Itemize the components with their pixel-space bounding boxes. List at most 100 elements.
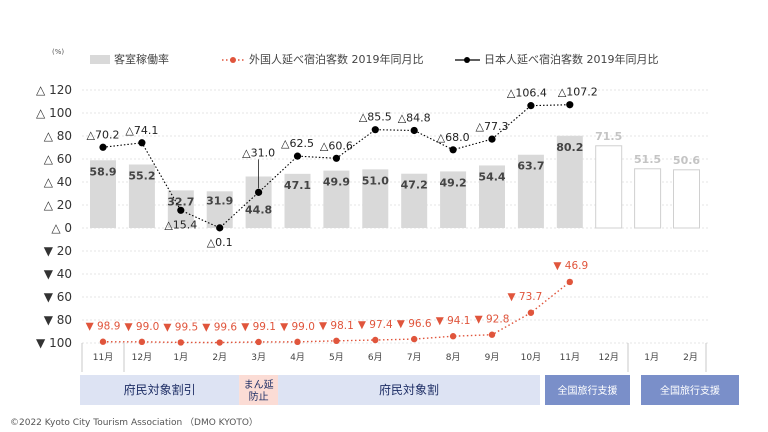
foreign-point-label: ▼ 99.5: [163, 321, 198, 333]
domestic-point-label: △68.0: [437, 131, 470, 144]
month-label: 2月: [212, 352, 227, 363]
campaign-band-label: 府民対象割: [379, 382, 439, 397]
unit-label: (%): [52, 48, 64, 56]
occupancy-bar-label: 80.2: [556, 141, 583, 154]
domestic-point: [566, 101, 574, 109]
occupancy-bar-label: 51.0: [362, 174, 389, 187]
month-label: 11月: [560, 352, 580, 363]
foreign-point: [138, 338, 146, 346]
y-tick-label: ▼ 60: [44, 290, 72, 304]
foreign-point: [411, 335, 418, 343]
domestic-point: [99, 143, 107, 151]
campaign-band-label: 全国旅行支援: [558, 384, 618, 397]
y-tick-label: △ 120: [36, 83, 72, 97]
occupancy-bar-label: 32.7: [167, 195, 194, 208]
domestic-point-label: △70.2: [87, 128, 120, 141]
occupancy-bar-label: 47.2: [401, 179, 428, 192]
foreign-point-label: ▼ 99.1: [241, 321, 276, 333]
domestic-line: △70.2 △74.1 △15.4 △0.1 △31.0 △62.5 △60.6 △85.5 △…: [87, 86, 598, 249]
foreign-point-label: ▼ 73.7: [508, 291, 543, 303]
y-tick-label: △ 80: [44, 129, 72, 143]
occupancy-bar: [323, 170, 350, 228]
campaign-band: [641, 375, 739, 405]
occupancy-bar: [206, 191, 233, 228]
month-label: 7月: [407, 352, 422, 363]
month-label: 11月: [93, 352, 113, 363]
domestic-point-label: △77.3: [476, 120, 509, 133]
occupancy-bar: [128, 164, 155, 228]
campaign-band-label: 防止: [249, 390, 269, 403]
month-label: 4月: [290, 352, 305, 363]
y-tick-label: △ 0: [51, 221, 72, 235]
domestic-point: [449, 146, 457, 154]
domestic-point: [293, 152, 302, 160]
copyright-text: ©2022 Kyoto City Tourism Association （DM…: [10, 418, 258, 428]
foreign-point: [294, 338, 301, 346]
y-tick-label: ▼ 20: [44, 244, 72, 258]
domestic-point-label: △62.5: [281, 137, 314, 150]
y-tick-label: ▼ 80: [44, 313, 72, 327]
domestic-point: [527, 102, 535, 110]
domestic-point-label: △106.4: [507, 87, 547, 100]
month-axis: 11月 12月 1月 2月 3月 4月 5月 6月 7月 8月 9月 10月 11月 12月 1月 2月: [81, 343, 707, 372]
foreign-point-label: ▼ 92.8: [475, 314, 510, 326]
foreign-point: [527, 309, 535, 316]
legend-occupancy-label: 客室稼働率: [114, 52, 169, 66]
month-label: 12月: [132, 352, 152, 363]
foreign-point: [488, 331, 496, 338]
domestic-point-label: △31.0: [242, 146, 275, 159]
campaign-band-label: まん延: [244, 379, 274, 391]
foreign-point: [333, 337, 340, 345]
month-label: 8月: [446, 352, 461, 363]
foreign-point: [566, 278, 573, 286]
y-tick-label: △ 100: [36, 106, 72, 120]
y-tick-label: △ 60: [44, 152, 72, 166]
domestic-point-label: △74.1: [125, 124, 158, 137]
month-label: 6月: [368, 352, 383, 363]
legend-foreign-marker: [230, 57, 236, 63]
occupancy-bars: 58.9 55.2 32.7 31.9 44.8 47.1 49.9 51.0 47.2 49.2…: [89, 130, 700, 229]
domestic-point-label: △107.2: [558, 86, 598, 99]
foreign-series-line: [102, 281, 571, 344]
foreign-point-label: ▼ 46.9: [553, 260, 588, 272]
foreign-point: [449, 333, 457, 340]
domestic-point-label: △15.4: [164, 218, 197, 231]
legend-occupancy-swatch: [90, 55, 110, 64]
foreign-point-label: ▼ 99.0: [125, 321, 160, 333]
campaign-band: [239, 375, 279, 405]
campaign-band: [545, 375, 630, 405]
legend-domestic-marker: [464, 57, 470, 63]
occupancy-bar-label: 58.9: [89, 165, 116, 178]
occupancy-bar: [634, 168, 662, 229]
domestic-point: [216, 224, 224, 232]
occupancy-bar-label: 51.5: [634, 153, 661, 166]
occupancy-bar-label: 55.2: [128, 170, 155, 183]
occupancy-bar-label: 47.1: [284, 179, 311, 192]
foreign-point-label: ▼ 99.0: [280, 321, 315, 333]
y-tick-label: ▼ 40: [44, 267, 72, 281]
occupancy-bar-label: 49.2: [440, 176, 467, 189]
legend: 客室稼働率 外国人延べ宿泊客数 2019年同月比 日本人延べ宿泊客数 2019年同月…: [90, 52, 659, 66]
occupancy-bar: [440, 171, 467, 228]
foreign-point-label: ▼ 97.4: [358, 319, 393, 331]
y-tick-label: ▼ 100: [36, 336, 72, 350]
legend-foreign-label: 外国人延べ宿泊客数 2019年同月比: [249, 52, 424, 66]
occupancy-bar: [479, 165, 505, 228]
y-tick-label: △ 40: [44, 175, 72, 189]
foreign-point: [177, 339, 184, 346]
foreign-point: [216, 339, 223, 346]
y-tick-label: △ 20: [44, 198, 72, 212]
occupancy-bar-label: 50.6: [673, 154, 700, 167]
domestic-point-label: △84.8: [398, 111, 431, 124]
occupancy-bar: [556, 135, 583, 228]
foreign-point-label: ▼ 98.1: [319, 320, 354, 332]
month-label: 10月: [521, 352, 541, 363]
legend-domestic-label: 日本人延べ宿泊客数 2019年同月比: [484, 52, 659, 66]
month-label: 5月: [329, 352, 344, 363]
domestic-point: [255, 188, 263, 196]
occupancy-bar-label: 54.4: [478, 170, 505, 183]
domestic-point: [332, 154, 340, 162]
y-axis-ticks: △ 120 △ 100 △ 80 △ 60 △ 40 △ 20 △ 0 ▼ 20 ▼ 40 ▼ 6…: [36, 83, 72, 350]
occupancy-bar: [673, 169, 700, 229]
